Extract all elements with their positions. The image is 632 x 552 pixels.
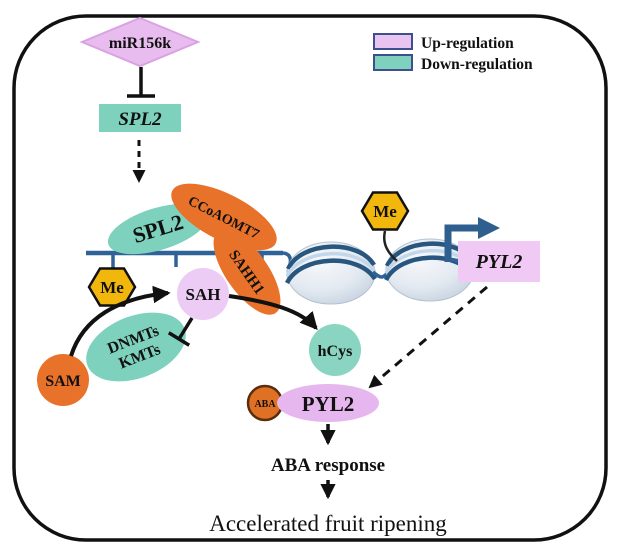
legend-up-swatch xyxy=(373,33,413,50)
legend-up-label: Up-regulation xyxy=(421,35,514,52)
sam-circle xyxy=(37,354,89,406)
pyl2-gene-label: PYL2 xyxy=(475,251,523,273)
spl2-gene-label: SPL2 xyxy=(118,109,162,130)
me-right-hexagon xyxy=(360,191,410,231)
hcys-node: hCys xyxy=(309,324,361,376)
dnmts-kmts-ellipse xyxy=(86,312,186,382)
ripening-label: Accelerated fruit ripening xyxy=(209,511,447,536)
legend-down-label: Down-regulation xyxy=(421,56,533,73)
nucleosome-1-wrap xyxy=(284,244,377,285)
legend: Up-regulation Down-regulation xyxy=(373,33,533,73)
inhibition-mir156k-spl2 xyxy=(127,67,155,98)
arrow-sam-to-sah xyxy=(69,285,171,357)
me-right-connector xyxy=(383,230,398,262)
sam-node: SAM xyxy=(37,354,89,406)
me-left-label: Me xyxy=(100,278,124,297)
mir156k-node: miR156k xyxy=(79,16,201,68)
sahh1-ellipse xyxy=(213,229,281,315)
me-left-node: Me xyxy=(87,267,137,307)
sah-circle xyxy=(177,268,229,320)
spl2-protein-node: SPL2 xyxy=(107,203,209,255)
mir156k-diamond xyxy=(79,16,201,68)
pyl2-protein-label: PYL2 xyxy=(302,392,355,416)
pyl2-protein-node: PYL2 xyxy=(277,384,379,422)
pyl2-gene-node: PYL2 xyxy=(458,241,540,282)
legend-down-swatch xyxy=(373,54,413,71)
sah-node: SAH xyxy=(177,268,229,320)
hcys-circle xyxy=(309,324,361,376)
spl2-gene-node: SPL2 xyxy=(99,104,181,132)
pyl2-gene-box xyxy=(458,241,540,282)
pyl2-protein-ellipse xyxy=(277,384,379,422)
me-left-hexagon xyxy=(87,267,137,307)
aba-node: ABA xyxy=(246,384,284,422)
inhibition-sah-to-dnmts xyxy=(167,317,194,347)
diagram-border xyxy=(12,14,608,542)
sah-label: SAH xyxy=(186,285,221,304)
arrow-sah-to-hcys xyxy=(228,294,318,330)
spl2-protein-ellipse xyxy=(107,203,209,255)
spl2-gene-box xyxy=(99,104,181,132)
transcription-arrow xyxy=(444,217,500,262)
transcription-arrowhead xyxy=(478,217,500,239)
sam-label: SAM xyxy=(45,373,81,390)
mir156k-label: miR156k xyxy=(109,35,171,52)
me-right-node: Me xyxy=(360,191,410,262)
ccoaomt7-ellipse xyxy=(171,183,277,251)
hcys-label: hCys xyxy=(318,343,353,360)
aba-response-label: ABA response xyxy=(271,455,385,476)
dnmts-kmts-node: DNMTs KMTs xyxy=(86,312,186,382)
dashed-arrow-pyl2-gene-to-protein xyxy=(368,285,488,389)
aba-label: ABA xyxy=(254,399,276,410)
me-right-label: Me xyxy=(373,202,397,221)
